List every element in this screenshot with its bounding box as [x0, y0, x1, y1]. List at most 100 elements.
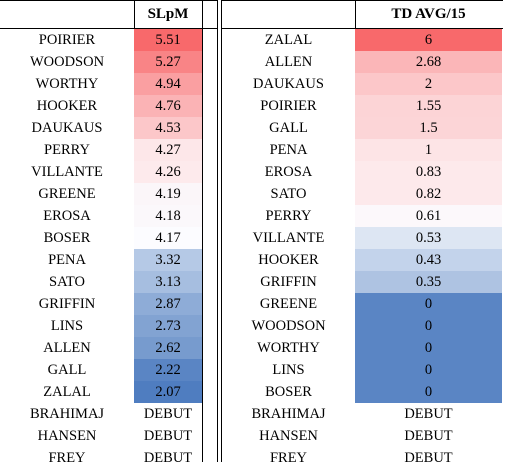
table-row: LINS 2.73: [0, 315, 217, 337]
stat-value: 2.07: [134, 381, 202, 403]
stat-value: 3.13: [134, 271, 202, 293]
top-border: [0, 0, 217, 1]
stat-value: 2.73: [134, 315, 202, 337]
stat-value: 0: [355, 337, 502, 359]
td-avg-table: TD AVG/15 ZALAL 6 ALLEN 2.68 DAUKAUS 2 POIRIER…: [221, 0, 503, 469]
stat-value: DEBUT: [355, 425, 502, 447]
fighter-name: FREY: [48, 450, 86, 466]
fighter-name: ZALAL: [43, 384, 91, 400]
header-divider: [222, 28, 503, 29]
stat-value: DEBUT: [355, 447, 502, 469]
table-row: GRIFFIN 0.35: [222, 271, 503, 293]
table-row: HOOKER 4.76: [0, 95, 217, 117]
stat-value: 0.43: [355, 249, 502, 271]
fighter-name: HOOKER: [258, 252, 319, 268]
top-border: [222, 0, 503, 1]
fighter-name: ALLEN: [43, 340, 91, 356]
fighter-name: FREY: [269, 450, 308, 466]
stat-value: 0: [355, 381, 502, 403]
fighter-name: DAUKAUS: [253, 76, 324, 92]
table-row: ZALAL 6: [222, 29, 503, 51]
table-row: WOODSON 5.27: [0, 51, 217, 73]
table-row: WOODSON 0: [222, 315, 503, 337]
stat-value: 4.94: [134, 73, 202, 95]
table-row: HANSEN DEBUT: [0, 425, 217, 447]
stat-value: 2.68: [355, 51, 502, 73]
stat-value: 4.19: [134, 183, 202, 205]
stat-value: 0.61: [355, 205, 502, 227]
table-row: EROSA 0.83: [222, 161, 503, 183]
fighter-name: ZALAL: [264, 32, 313, 48]
header-divider: [0, 28, 217, 29]
stat-value: 2.22: [134, 359, 202, 381]
stat-value: 0: [355, 359, 502, 381]
fighter-name: GALL: [47, 362, 87, 378]
column-divider: [202, 0, 203, 462]
stat-value: 4.26: [134, 161, 202, 183]
fighter-name: SATO: [270, 186, 307, 202]
table-row: PENA 3.32: [0, 249, 217, 271]
stat-value: 0: [355, 293, 502, 315]
table-row: POIRIER 5.51: [0, 29, 217, 51]
fighter-name: POIRIER: [38, 32, 96, 48]
td-avg-header: TD AVG/15: [391, 6, 466, 22]
table-row: ALLEN 2.62: [0, 337, 217, 359]
stat-value: 2: [355, 73, 502, 95]
fighter-name: HOOKER: [36, 98, 98, 114]
stat-value: 2.87: [134, 293, 202, 315]
slpm-header: SLpM: [147, 6, 189, 22]
table-row: GREENE 0: [222, 293, 503, 315]
stat-value: DEBUT: [134, 403, 202, 425]
fighter-name: PENA: [269, 142, 308, 158]
table-row: BRAHIMAJ DEBUT: [222, 403, 503, 425]
stat-value: 1.5: [355, 117, 502, 139]
fighter-name: BOSER: [43, 230, 91, 246]
slpm-table: SLpM POIRIER 5.51 WOODSON 5.27 WORTHY 4.94 HOO…: [0, 0, 218, 469]
stat-value: 4.17: [134, 227, 202, 249]
slpm-rows: POIRIER 5.51 WOODSON 5.27 WORTHY 4.94 HOOKER 4.…: [0, 29, 217, 469]
fighter-name: WORTHY: [257, 340, 320, 356]
fighter-name: ALLEN: [264, 54, 313, 70]
fighter-name: GRIFFIN: [38, 296, 96, 312]
fighter-name: DAUKAUS: [31, 120, 103, 136]
fighter-name: POIRIER: [260, 98, 317, 114]
table-row: GALL 1.5: [222, 117, 503, 139]
fighter-name: HANSEN: [37, 428, 97, 444]
stat-value: DEBUT: [134, 425, 202, 447]
fighter-name: WOODSON: [251, 318, 326, 334]
table-row: DAUKAUS 4.53: [0, 117, 217, 139]
stat-value: 1.55: [355, 95, 502, 117]
table-row: VILLANTE 0.53: [222, 227, 503, 249]
table-row: FREY DEBUT: [222, 447, 503, 469]
table-row: SATO 0.82: [222, 183, 503, 205]
fighter-name: GREENE: [259, 296, 318, 312]
fighter-name: WORTHY: [35, 76, 99, 92]
fighter-name: EROSA: [264, 164, 313, 180]
fighter-name: VILLANTE: [31, 164, 103, 180]
fighter-name: WOODSON: [29, 54, 105, 70]
fighter-name: BOSER: [265, 384, 312, 400]
table-row: GALL 2.22: [0, 359, 217, 381]
stat-value: 5.27: [134, 51, 202, 73]
td-avg-rows: ZALAL 6 ALLEN 2.68 DAUKAUS 2 POIRIER 1.55 GALL 1.…: [222, 29, 503, 469]
table-row: PERRY 4.27: [0, 139, 217, 161]
stat-value: 4.76: [134, 95, 202, 117]
table-row: HOOKER 0.43: [222, 249, 503, 271]
table-row: BOSER 0: [222, 381, 503, 403]
table-row: PENA 1: [222, 139, 503, 161]
fighter-name: HANSEN: [259, 428, 318, 444]
stat-value: 4.27: [134, 139, 202, 161]
table-row: BRAHIMAJ DEBUT: [0, 403, 217, 425]
stat-value: 3.32: [134, 249, 202, 271]
fighter-name: GRIFFIN: [260, 274, 317, 290]
stat-value: 1: [355, 139, 502, 161]
fighter-name: GALL: [269, 120, 308, 136]
stat-value: 6: [355, 29, 502, 51]
stat-value: 0.35: [355, 271, 502, 293]
fighter-name: PERRY: [44, 142, 90, 158]
table-row: DAUKAUS 2: [222, 73, 503, 95]
table-row: ALLEN 2.68: [222, 51, 503, 73]
table-row: WORTHY 4.94: [0, 73, 217, 95]
table-row: PERRY 0.61: [222, 205, 503, 227]
stat-value: 4.53: [134, 117, 202, 139]
